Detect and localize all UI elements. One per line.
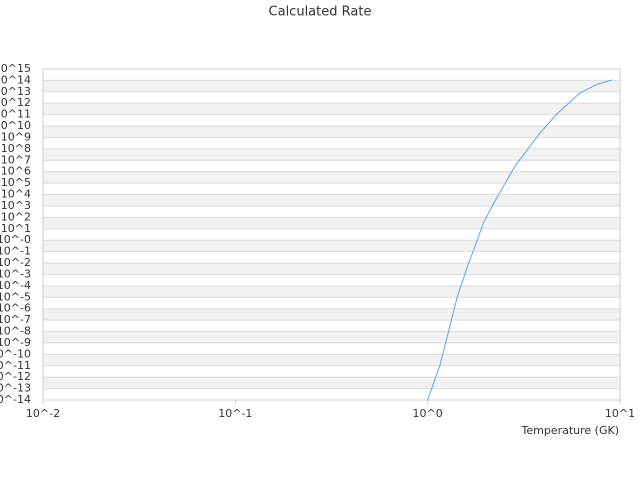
y-tick-label: 10^12 [0,96,31,109]
x-axis-title: Temperature (GK) [521,424,620,437]
y-tick-label: 10^4 [1,188,31,201]
y-tick-label: 10^-12 [0,370,31,383]
grid-band [43,285,620,298]
grid-band [43,308,620,321]
y-tick-label: 10^-0 [0,233,31,246]
y-tick-label: 10^-10 [0,347,31,360]
grid-band [43,240,620,252]
grid-band [43,331,620,343]
y-tick-label: 10^-13 [0,382,31,395]
y-tick-label: 10^6 [1,165,31,178]
y-tick-label: 10^-4 [0,279,31,292]
grid-band [43,194,620,206]
x-tick-label: 10^-1 [218,407,252,420]
y-tick-label: 10^11 [0,108,31,121]
y-tick-label: 10^-14 [0,393,31,406]
y-tick-label: 10^-2 [0,256,31,269]
grid-band [43,80,620,92]
grid-band [43,377,620,389]
grid-band [43,263,620,275]
grid-band [43,148,620,161]
y-tick-label: 10^-8 [0,325,31,338]
x-tick-label: 10^1 [605,407,635,420]
x-tick-label: 10^0 [413,407,443,420]
y-tick-label: 10^-3 [0,267,31,280]
y-tick-label: 10^13 [0,85,31,98]
grid-band [43,217,620,229]
plot-border [42,68,621,401]
line [427,79,613,401]
grid-band [43,126,620,138]
y-tick-label: 10^3 [1,199,31,212]
y-tick-label: 10^-6 [0,302,31,315]
x-tick-label: 10^-2 [26,407,60,420]
y-tick-label: 10^5 [1,176,31,189]
y-tick-label: 10^14 [0,73,31,86]
y-tick-label: 10^9 [1,130,31,143]
y-tick-label: 10^-11 [0,359,31,372]
grid-band [43,103,620,115]
y-tick-label: 10^-5 [0,290,31,303]
grid-band [43,354,620,366]
y-tick-label: 10^8 [1,142,31,155]
y-tick-label: 10^2 [1,210,31,223]
y-tick-label: 10^15 [0,62,31,75]
y-tick-label: 10^10 [0,119,31,132]
y-tick-label: 10^-7 [0,313,31,326]
grid-band [43,171,620,184]
y-tick-label: 10^1 [1,222,31,235]
chart-title: Calculated Rate [269,5,372,20]
y-tick-label: 10^-1 [0,245,31,258]
y-tick-label: 10^-9 [0,336,31,349]
y-tick-label: 10^7 [1,153,31,166]
